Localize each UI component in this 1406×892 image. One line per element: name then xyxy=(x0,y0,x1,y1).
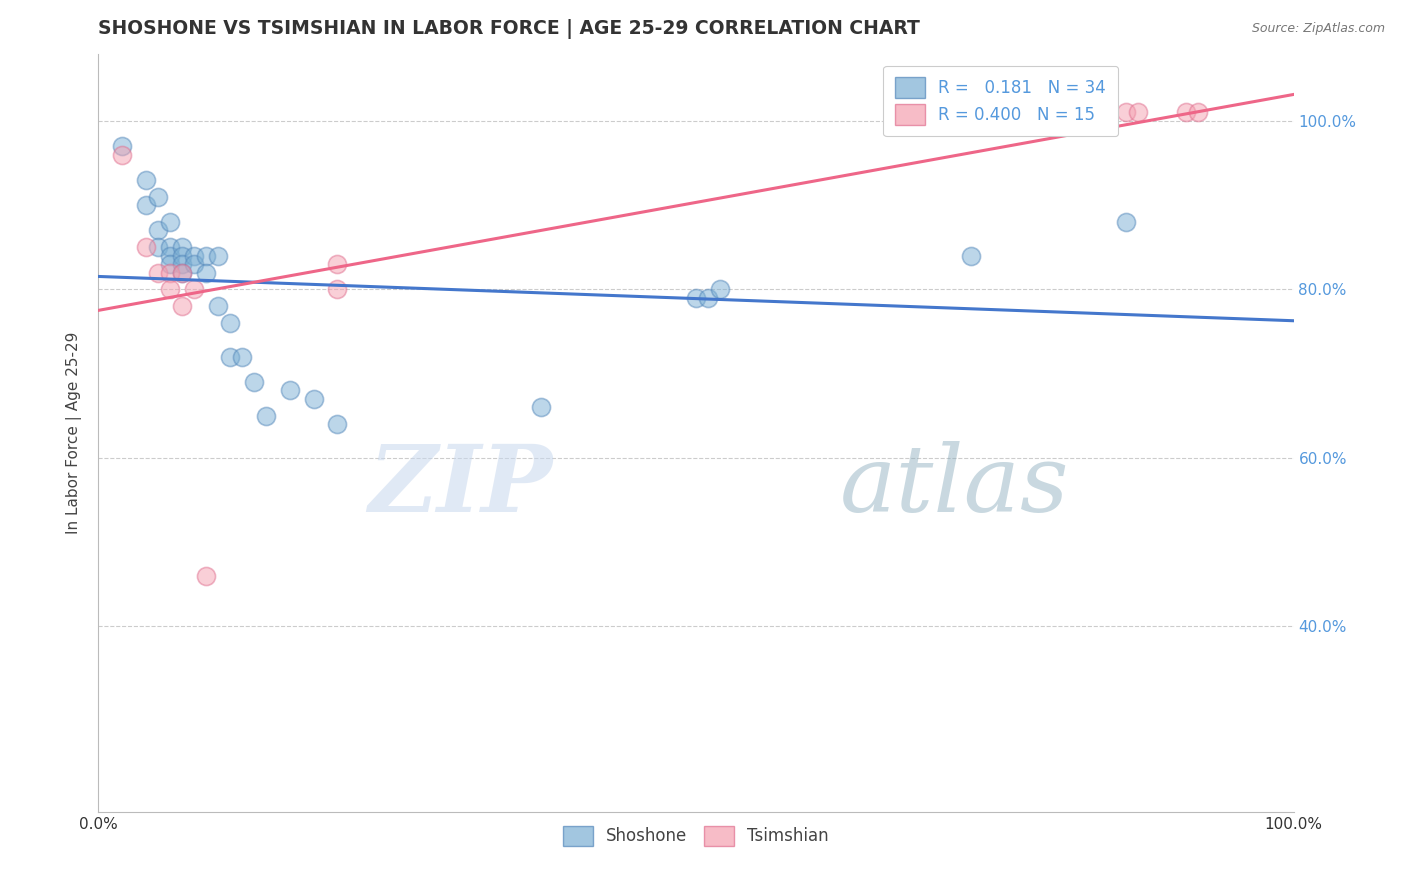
Point xyxy=(685,291,707,305)
Point xyxy=(207,249,229,263)
Point xyxy=(135,173,157,187)
Point xyxy=(1175,105,1198,120)
Point xyxy=(183,249,205,263)
Point xyxy=(159,240,181,254)
Text: atlas: atlas xyxy=(839,441,1069,531)
Y-axis label: In Labor Force | Age 25-29: In Labor Force | Age 25-29 xyxy=(66,332,83,533)
Point xyxy=(172,257,194,271)
Point xyxy=(1187,105,1209,120)
Point xyxy=(172,266,194,280)
Point xyxy=(1128,105,1150,120)
Point xyxy=(148,223,170,237)
Point xyxy=(254,409,277,423)
Point xyxy=(135,198,157,212)
Point xyxy=(960,249,983,263)
Point xyxy=(530,401,553,415)
Text: Source: ZipAtlas.com: Source: ZipAtlas.com xyxy=(1251,22,1385,36)
Point xyxy=(326,282,349,296)
Point xyxy=(159,249,181,263)
Point xyxy=(302,392,325,406)
Point xyxy=(278,384,301,398)
Point xyxy=(148,240,170,254)
Text: ZIP: ZIP xyxy=(368,441,553,531)
Point xyxy=(159,215,181,229)
Point xyxy=(697,291,720,305)
Point xyxy=(1115,215,1137,229)
Point xyxy=(231,350,253,364)
Point xyxy=(326,417,349,432)
Point xyxy=(172,299,194,313)
Point xyxy=(207,299,229,313)
Point xyxy=(195,249,218,263)
Point xyxy=(159,257,181,271)
Point xyxy=(148,266,170,280)
Point xyxy=(111,147,134,161)
Point xyxy=(709,282,731,296)
Point xyxy=(219,316,242,330)
Point xyxy=(172,240,194,254)
Point xyxy=(148,190,170,204)
Point xyxy=(243,375,266,389)
Point xyxy=(111,139,134,153)
Text: SHOSHONE VS TSIMSHIAN IN LABOR FORCE | AGE 25-29 CORRELATION CHART: SHOSHONE VS TSIMSHIAN IN LABOR FORCE | A… xyxy=(98,19,921,39)
Point xyxy=(195,569,218,583)
Legend: Shoshone, Tsimshian: Shoshone, Tsimshian xyxy=(557,819,835,853)
Point xyxy=(135,240,157,254)
Point xyxy=(159,266,181,280)
Point xyxy=(326,257,349,271)
Point xyxy=(172,249,194,263)
Point xyxy=(195,266,218,280)
Point xyxy=(1115,105,1137,120)
Point xyxy=(183,257,205,271)
Point xyxy=(172,266,194,280)
Point xyxy=(159,282,181,296)
Point xyxy=(183,282,205,296)
Point xyxy=(219,350,242,364)
